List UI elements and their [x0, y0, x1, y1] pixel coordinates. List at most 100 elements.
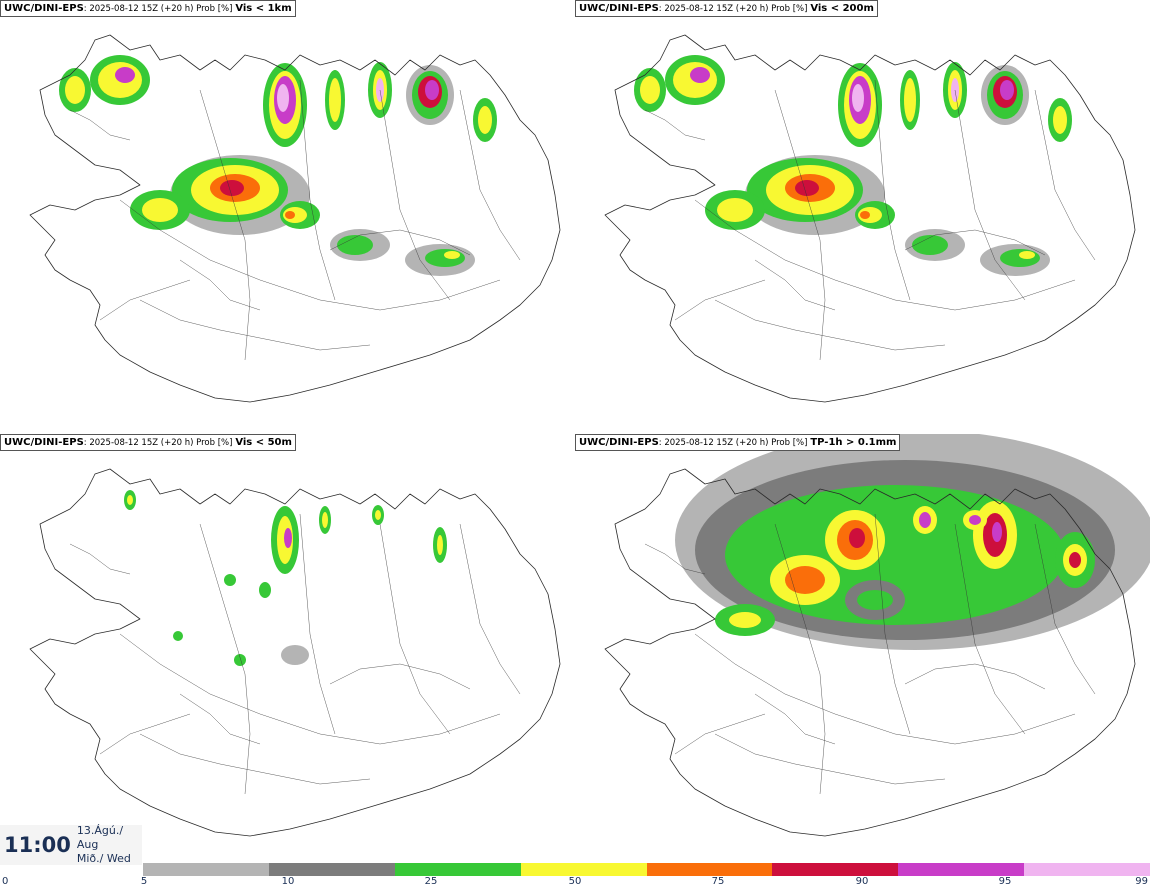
- iceland-map: [29, 34, 561, 403]
- probability-contour: [127, 495, 133, 505]
- legend-tick-labels: 0 5 10 25 50 75 90 95 99: [0, 876, 1150, 890]
- legend-swatch: [394, 863, 521, 876]
- region-boundary: [139, 299, 371, 351]
- probability-contour: [224, 574, 236, 586]
- map-panel-vis-1km: UWC/DINI-EPS: 2025-08-12 15Z (+20 h) Pro…: [0, 0, 575, 432]
- probability-contour: [640, 76, 660, 104]
- probability-contour: [860, 211, 870, 219]
- probability-contour: [478, 106, 492, 134]
- coastline: [604, 468, 1136, 837]
- region-boundary: [99, 279, 191, 321]
- region-boundary: [904, 663, 1046, 690]
- probability-contour: [281, 645, 309, 665]
- region-boundary: [954, 89, 1026, 301]
- panel-title: UWC/DINI-EPS: 2025-08-12 15Z (+20 h) Pro…: [575, 434, 901, 451]
- legend-tick: 10: [281, 876, 295, 887]
- region-boundary: [674, 713, 766, 755]
- model-name: UWC/DINI-EPS: [4, 3, 84, 14]
- region-boundary: [459, 523, 521, 695]
- probability-contour: [1000, 80, 1014, 100]
- region-boundary: [379, 89, 451, 301]
- region-boundary: [644, 109, 706, 141]
- parameter-name: TP-1h > 0.1mm: [810, 437, 897, 448]
- map-panel-vis-200m: UWC/DINI-EPS: 2025-08-12 15Z (+20 h) Pro…: [575, 0, 1150, 432]
- region-boundary: [674, 279, 766, 321]
- probability-contour: [284, 528, 292, 548]
- region-boundary: [329, 229, 471, 256]
- run-description: : 2025-08-12 15Z (+20 h) Prob [%]: [658, 438, 808, 448]
- region-boundary: [119, 199, 501, 311]
- region-boundary: [139, 733, 371, 785]
- parameter-name: Vis < 1km: [235, 3, 292, 14]
- probability-field: [59, 55, 497, 276]
- probability-contour: [375, 510, 381, 520]
- region-boundary: [299, 79, 336, 301]
- probability-contour: [1019, 251, 1035, 259]
- probability-contour: [717, 198, 753, 222]
- probability-contour: [857, 590, 893, 610]
- legend-tick: 50: [568, 876, 582, 887]
- probability-contour: [1000, 249, 1040, 267]
- region-boundary: [754, 259, 836, 311]
- probability-contour: [729, 612, 761, 628]
- coastline: [604, 34, 1136, 403]
- region-boundary: [694, 633, 1076, 745]
- probability-contour: [992, 522, 1002, 542]
- legend-tick: 75: [711, 876, 725, 887]
- iceland-map: [29, 468, 561, 837]
- region-boundary: [644, 543, 706, 575]
- region-boundary: [119, 633, 501, 745]
- map-panel-tp-1h: UWC/DINI-EPS: 2025-08-12 15Z (+20 h) Pro…: [575, 434, 1150, 866]
- region-boundary: [199, 523, 251, 795]
- day-line: Mið./ Wed: [76, 852, 131, 865]
- iceland-map: [604, 434, 1150, 837]
- region-boundary: [874, 79, 911, 301]
- region-boundary: [774, 523, 826, 795]
- legend-tick: 5: [140, 876, 148, 887]
- legend-swatch: [268, 863, 395, 876]
- region-boundary: [179, 693, 261, 745]
- panel-title: UWC/DINI-EPS: 2025-08-12 15Z (+20 h) Pro…: [0, 434, 296, 451]
- region-boundary: [459, 89, 521, 261]
- region-boundary: [904, 229, 1046, 256]
- run-description: : 2025-08-12 15Z (+20 h) Prob [%]: [83, 438, 233, 448]
- region-boundary: [179, 259, 261, 311]
- map-panel-vis-50m: UWC/DINI-EPS: 2025-08-12 15Z (+20 h) Pro…: [0, 434, 575, 866]
- legend-swatch: [520, 863, 647, 876]
- probability-contour: [849, 528, 865, 548]
- probability-contour: [220, 180, 244, 196]
- probability-field: [124, 490, 447, 666]
- probability-contour: [1069, 552, 1081, 568]
- region-boundary: [329, 663, 471, 690]
- panel-title: UWC/DINI-EPS: 2025-08-12 15Z (+20 h) Pro…: [0, 0, 296, 17]
- region-boundary: [714, 733, 946, 785]
- region-boundary: [694, 199, 1076, 311]
- iceland-map: [604, 34, 1136, 403]
- probability-contour: [425, 80, 439, 100]
- panel-title: UWC/DINI-EPS: 2025-08-12 15Z (+20 h) Pro…: [575, 0, 878, 17]
- probability-field: [675, 434, 1150, 650]
- legend-swatch: [772, 863, 899, 876]
- probability-contour: [690, 67, 710, 83]
- probability-contour: [919, 512, 931, 528]
- date-line: 13.Ágú./ Aug: [76, 824, 124, 851]
- region-boundary: [69, 543, 131, 575]
- legend-tick: 99: [1135, 876, 1148, 887]
- probability-contour: [234, 654, 246, 666]
- region-boundary: [1034, 523, 1096, 695]
- probability-contour: [425, 249, 465, 267]
- probability-field: [634, 55, 1072, 276]
- region-boundary: [99, 713, 191, 755]
- valid-time-box: 11:00 13.Ágú./ Aug Mið./ Wed: [0, 824, 142, 865]
- probability-contour: [322, 512, 328, 528]
- probability-contour: [912, 235, 948, 255]
- region-boundary: [874, 513, 911, 735]
- legend-swatch: [1024, 863, 1150, 876]
- region-boundary: [199, 89, 251, 361]
- probability-contour: [173, 631, 183, 641]
- region-boundary: [714, 299, 946, 351]
- region-boundary: [69, 109, 131, 141]
- probability-contour: [795, 180, 819, 196]
- coastline: [29, 34, 561, 403]
- legend-tick: 90: [855, 876, 869, 887]
